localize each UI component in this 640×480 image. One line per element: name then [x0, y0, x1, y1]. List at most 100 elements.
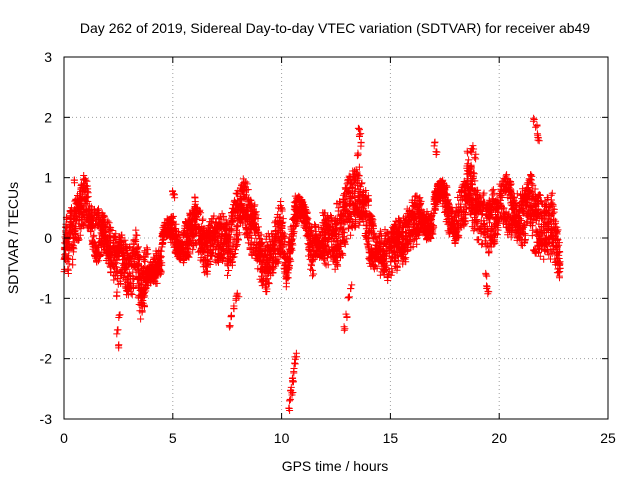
data-point [105, 227, 113, 235]
data-point [128, 249, 136, 257]
data-point [83, 207, 91, 215]
data-point [208, 220, 216, 228]
data-point [103, 245, 111, 253]
data-point [197, 245, 205, 253]
data-point [174, 228, 182, 236]
data-point [88, 211, 96, 219]
data-point [218, 245, 226, 253]
data-point [126, 275, 134, 283]
data-point [214, 225, 222, 232]
data-point [121, 236, 129, 244]
data-point [79, 205, 87, 213]
data-point [214, 256, 222, 264]
data-point [116, 237, 124, 245]
data-point [225, 267, 233, 274]
data-point [65, 231, 73, 239]
data-point [99, 240, 107, 247]
data-point [212, 229, 220, 237]
data-point [124, 284, 132, 292]
data-point [66, 218, 74, 226]
data-point [202, 267, 210, 275]
data-point [61, 246, 69, 254]
data-point [111, 260, 119, 268]
data-point [158, 240, 166, 248]
data-point [130, 236, 138, 244]
data-point [77, 185, 85, 193]
data-point [157, 254, 164, 262]
data-point [480, 189, 488, 197]
data-point [186, 211, 194, 219]
data-point [79, 175, 87, 183]
data-point [217, 213, 224, 221]
data-point [278, 205, 286, 213]
data-point [120, 274, 128, 282]
data-point [123, 283, 131, 291]
data-point [310, 270, 318, 278]
data-point [183, 253, 191, 261]
data-point [135, 243, 142, 251]
data-point [73, 236, 81, 244]
data-point [137, 292, 145, 300]
data-point [72, 207, 79, 215]
data-point [200, 239, 208, 247]
data-point [122, 246, 130, 254]
data-point [195, 224, 203, 231]
data-point [141, 276, 149, 284]
data-point [224, 271, 231, 279]
data-point [86, 224, 94, 232]
data-point [125, 270, 133, 278]
data-point [128, 291, 136, 298]
data-point [489, 186, 497, 194]
data-point [161, 222, 169, 230]
data-point [118, 231, 126, 239]
data-point [197, 235, 205, 243]
data-point [117, 241, 125, 249]
data-point [141, 284, 149, 292]
data-point [95, 242, 103, 250]
data-point [70, 245, 78, 253]
data-point [108, 227, 116, 234]
data-point [65, 224, 73, 231]
data-point [489, 191, 497, 199]
data-point [63, 232, 71, 240]
data-point [77, 194, 85, 202]
data-point [135, 253, 143, 261]
data-point [217, 221, 225, 228]
data-point [98, 222, 106, 230]
data-point [123, 265, 131, 273]
data-points-layer [60, 114, 564, 414]
data-point [199, 234, 207, 242]
data-point [307, 265, 315, 273]
data-point [187, 221, 195, 229]
data-point [91, 205, 98, 213]
data-point [204, 229, 212, 237]
data-point [112, 230, 120, 238]
data-point [153, 279, 161, 287]
data-point [198, 222, 206, 230]
data-point [104, 235, 112, 243]
data-point [146, 278, 154, 286]
data-point [69, 261, 77, 269]
data-point [129, 263, 137, 271]
data-point [123, 259, 131, 267]
data-point [113, 269, 121, 277]
data-point [87, 212, 95, 220]
data-point [95, 216, 102, 224]
data-point [182, 230, 190, 238]
data-point [198, 248, 206, 256]
data-point [89, 206, 97, 214]
data-point [131, 253, 139, 261]
data-point [193, 220, 201, 228]
data-point [61, 265, 69, 273]
data-point [128, 262, 136, 270]
data-point [101, 228, 109, 236]
data-point [156, 261, 164, 269]
data-point [133, 231, 141, 239]
data-point [186, 218, 194, 226]
data-point [125, 253, 133, 261]
data-point [83, 182, 90, 190]
data-point [141, 257, 149, 265]
data-point [67, 214, 75, 222]
